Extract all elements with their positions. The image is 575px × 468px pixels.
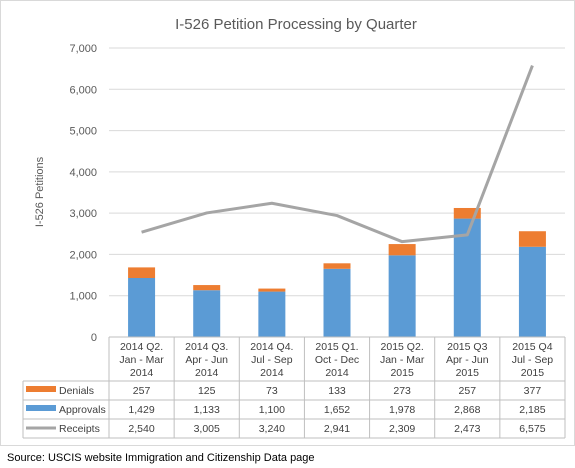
x-tick-label: Jul - Sep xyxy=(251,354,293,366)
x-tick-label: 2015 Q1. xyxy=(315,341,358,353)
bar-approvals xyxy=(258,291,286,337)
data-label-receipts: 2,473 xyxy=(454,423,480,435)
x-tick-label: 2014 xyxy=(325,367,349,379)
chart-svg: I-526 Petition Processing by Quarter I-5… xyxy=(22,16,566,439)
y-tick-label: 4,000 xyxy=(69,167,97,179)
data-label-approvals: 1,978 xyxy=(389,404,415,416)
data-label-denials: 273 xyxy=(393,385,411,397)
y-tick-label: 2,000 xyxy=(69,249,97,261)
x-tick-label: 2014 Q2. xyxy=(120,341,163,353)
data-label-denials: 73 xyxy=(266,385,278,397)
data-label-receipts: 3,005 xyxy=(194,423,220,435)
y-tick-label: 0 xyxy=(91,332,97,344)
receipts-line xyxy=(141,65,534,244)
y-tick-label: 3,000 xyxy=(69,208,97,220)
bar-approvals xyxy=(388,255,416,337)
x-tick-label: 2015 xyxy=(521,367,545,379)
bar-approvals xyxy=(128,278,156,337)
legend-label-denials: Denials xyxy=(59,385,94,397)
legend-label-receipts: Receipts xyxy=(59,423,100,435)
data-label-denials: 257 xyxy=(133,385,151,397)
gridlines xyxy=(109,47,565,297)
bar-denials xyxy=(258,288,286,292)
data-label-receipts: 2,540 xyxy=(128,423,154,435)
x-tick-label: Apr - Jun xyxy=(446,354,489,366)
data-label-denials: 125 xyxy=(198,385,216,397)
chart-title: I-526 Petition Processing by Quarter xyxy=(175,16,417,33)
data-label-approvals: 1,133 xyxy=(194,404,220,416)
x-tick-label: 2014 Q3. xyxy=(185,341,228,353)
x-tick-label: 2015 xyxy=(390,367,414,379)
x-tick-label: 2015 Q3 xyxy=(447,341,487,353)
bar-approvals xyxy=(518,246,546,337)
x-tick-label: 2015 Q2. xyxy=(381,341,424,353)
receipts-line-layer xyxy=(141,65,534,244)
x-tick-label: Jan - Mar xyxy=(380,354,425,366)
bar-denials xyxy=(323,263,351,269)
x-tick-label: Jan - Mar xyxy=(119,354,164,366)
x-tick-label: 2014 xyxy=(195,367,219,379)
bars xyxy=(128,207,546,337)
data-label-approvals: 2,868 xyxy=(454,404,480,416)
data-label-approvals: 1,100 xyxy=(259,404,285,416)
data-label-receipts: 2,309 xyxy=(389,423,415,435)
data-label-denials: 257 xyxy=(459,385,477,397)
x-tick-label: Jul - Sep xyxy=(512,354,554,366)
bar-denials xyxy=(453,207,481,219)
data-label-receipts: 2,941 xyxy=(324,423,350,435)
x-tick-label: 2014 xyxy=(260,367,284,379)
data-label-denials: 377 xyxy=(524,385,542,397)
y-tick-label: 6,000 xyxy=(69,84,97,96)
y-tick-label: 5,000 xyxy=(69,126,97,138)
data-label-approvals: 2,185 xyxy=(519,404,545,416)
y-tick-labels: 0 1,000 2,000 3,000 4,000 5,000 6,000 7,000 xyxy=(69,43,97,344)
x-tick-label: Oct - Dec xyxy=(315,354,359,366)
data-label-receipts: 6,575 xyxy=(519,423,545,435)
data-label-approvals: 1,652 xyxy=(324,404,350,416)
data-label-receipts: 3,240 xyxy=(259,423,285,435)
y-tick-label: 7,000 xyxy=(69,43,97,55)
bar-denials xyxy=(128,267,156,279)
y-tick-label: 1,000 xyxy=(69,291,97,303)
x-tick-label: 2015 Q4 xyxy=(512,341,552,353)
x-tick-label: Apr - Jun xyxy=(185,354,228,366)
bar-approvals xyxy=(193,290,221,337)
source-note: Source: USCIS website Immigration and Ci… xyxy=(7,452,315,464)
x-tick-label: 2014 Q4. xyxy=(250,341,293,353)
bar-denials xyxy=(518,231,546,247)
y-axis-label: I-526 Petitions xyxy=(34,156,46,227)
bar-denials xyxy=(193,285,221,291)
bar-approvals xyxy=(453,218,481,337)
data-label-approvals: 1,429 xyxy=(128,404,154,416)
bar-approvals xyxy=(323,268,351,337)
data-label-denials: 133 xyxy=(328,385,346,397)
x-tick-label: 2015 xyxy=(456,367,480,379)
legend-swatch-approvals xyxy=(26,405,56,411)
legend-swatch-denials xyxy=(26,386,56,392)
x-tick-label: 2014 xyxy=(130,367,154,379)
bar-denials xyxy=(388,244,416,256)
legend-label-approvals: Approvals xyxy=(59,404,106,416)
